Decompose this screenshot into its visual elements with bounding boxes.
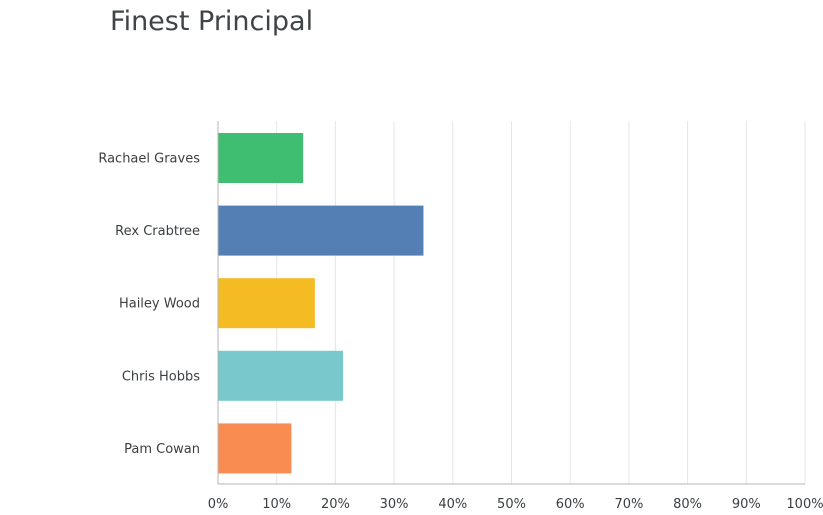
category-label: Rachael Graves <box>98 152 200 167</box>
bar <box>218 423 292 474</box>
x-tick-labels: 0% 10% 20% 30% 40% 50% 60% 70% 80% 90% 100% <box>208 497 823 512</box>
x-tick-label: 40% <box>438 497 467 512</box>
x-tick-label: 90% <box>732 497 761 512</box>
x-tick-label: 60% <box>556 497 585 512</box>
chart-title: Finest Principal <box>110 6 314 37</box>
x-tick-label: 0% <box>208 497 229 512</box>
x-tick-label: 50% <box>497 497 526 512</box>
x-tick-label: 100% <box>786 497 823 512</box>
x-tick-label: 70% <box>614 497 643 512</box>
bar <box>218 205 424 256</box>
bar <box>218 350 344 401</box>
x-tick-label: 10% <box>262 497 291 512</box>
category-label: Hailey Wood <box>119 297 200 312</box>
axes <box>217 121 805 485</box>
x-tick-label: 20% <box>321 497 350 512</box>
gridlines <box>276 121 806 484</box>
x-tick-label: 30% <box>380 497 409 512</box>
bar <box>218 133 304 183</box>
category-label: Chris Hobbs <box>122 369 200 384</box>
category-label: Rex Crabtree <box>115 224 200 239</box>
x-tick-label: 80% <box>673 497 702 512</box>
category-label: Pam Cowan <box>124 442 200 457</box>
category-labels: Rachael Graves Rex Crabtree Hailey Wood Chr… <box>98 152 200 457</box>
bars <box>218 133 424 474</box>
bar <box>218 278 315 329</box>
